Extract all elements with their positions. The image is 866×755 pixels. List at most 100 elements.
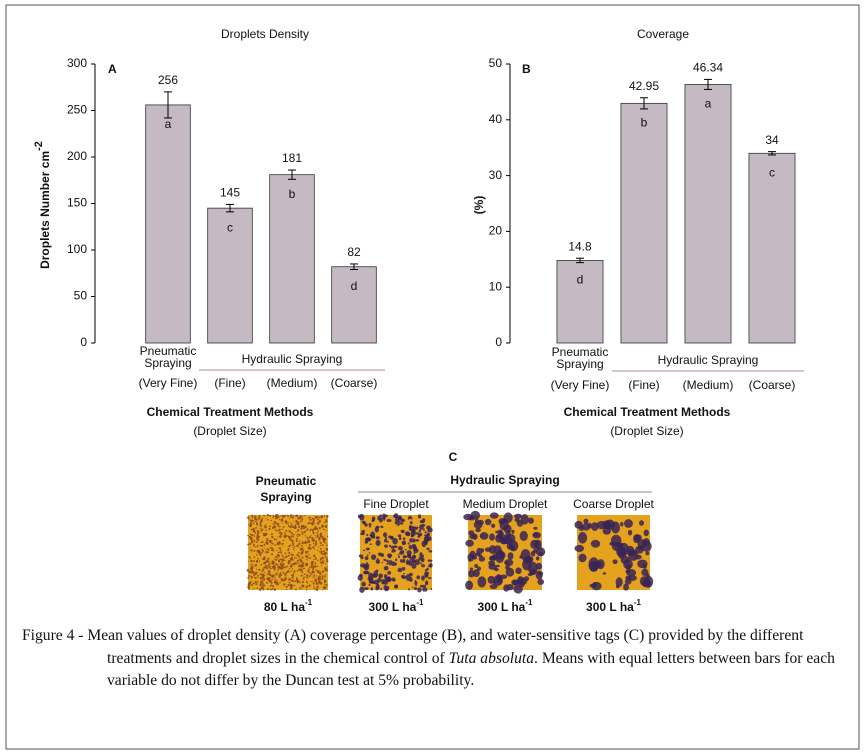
droplet-stain bbox=[281, 535, 282, 536]
droplet-stain bbox=[269, 581, 270, 582]
droplet-stain bbox=[596, 521, 607, 529]
droplet-stain bbox=[385, 577, 390, 582]
droplet-stain bbox=[288, 552, 290, 554]
droplet-stain bbox=[290, 516, 292, 518]
droplet-stain bbox=[489, 533, 495, 540]
droplet-stain bbox=[253, 528, 256, 530]
droplet-stain bbox=[275, 559, 276, 560]
droplet-stain bbox=[277, 542, 279, 545]
droplet-stain bbox=[286, 553, 287, 554]
droplet-stain bbox=[539, 552, 544, 556]
droplet-stain bbox=[253, 522, 255, 524]
droplet-stain bbox=[262, 588, 264, 589]
droplet-stain bbox=[292, 543, 294, 545]
droplet-stain bbox=[494, 545, 502, 554]
droplet-stain bbox=[313, 542, 314, 544]
droplet-stain bbox=[285, 577, 287, 579]
letter-label: d bbox=[577, 273, 584, 287]
droplet-stain bbox=[520, 531, 528, 541]
droplet-stain bbox=[412, 529, 415, 533]
droplet-stain bbox=[468, 530, 474, 535]
droplet-stain bbox=[470, 551, 476, 559]
droplet-stain bbox=[266, 542, 267, 543]
droplet-stain bbox=[321, 515, 323, 518]
droplet-stain bbox=[280, 515, 282, 516]
rate-label: 300 L ha-1 bbox=[478, 598, 533, 614]
droplet-stain bbox=[250, 543, 251, 545]
droplet-stain bbox=[280, 549, 281, 551]
droplet-stain bbox=[299, 587, 301, 589]
droplet-stain bbox=[294, 557, 295, 559]
droplet-stain bbox=[388, 560, 392, 565]
droplet-stain bbox=[281, 558, 283, 561]
droplet-stain bbox=[284, 579, 285, 580]
caption-species: Tuta absoluta bbox=[449, 650, 534, 667]
droplet-stain bbox=[324, 575, 326, 577]
droplet-stain bbox=[257, 536, 260, 538]
droplet-stain bbox=[280, 551, 281, 552]
droplet-stain bbox=[514, 514, 522, 519]
droplet-stain bbox=[306, 538, 307, 539]
droplet-stain bbox=[265, 517, 266, 518]
droplet-stain bbox=[322, 536, 323, 537]
droplet-stain bbox=[295, 570, 296, 571]
droplet-stain bbox=[254, 588, 255, 589]
droplet-stain bbox=[297, 560, 299, 562]
droplet-stain bbox=[293, 560, 295, 561]
droplet-stain bbox=[394, 563, 396, 566]
droplet-stain bbox=[425, 583, 428, 585]
droplet-stain bbox=[311, 522, 314, 525]
droplet-stain bbox=[269, 515, 271, 517]
droplet-stain bbox=[256, 560, 259, 563]
droplet-stain bbox=[279, 582, 280, 584]
droplet-stain bbox=[645, 551, 649, 555]
droplet-stain bbox=[257, 577, 258, 578]
droplet-stain bbox=[305, 535, 306, 536]
droplet-stain bbox=[477, 566, 481, 570]
droplet-stain bbox=[250, 557, 251, 559]
droplet-stain bbox=[316, 582, 318, 584]
droplet-stain bbox=[276, 581, 277, 583]
card-title: Coarse Droplet bbox=[573, 497, 654, 511]
droplet-stain bbox=[426, 525, 431, 529]
droplet-stain bbox=[419, 553, 422, 557]
droplet-stain bbox=[292, 534, 294, 536]
droplet-stain bbox=[375, 540, 380, 546]
droplet-stain bbox=[310, 547, 312, 550]
droplet-stain bbox=[277, 523, 279, 525]
droplet-stain bbox=[313, 571, 315, 573]
droplet-stain bbox=[273, 567, 275, 570]
droplet-stain bbox=[305, 530, 307, 531]
droplet-stain bbox=[295, 521, 297, 523]
droplet-stain bbox=[365, 556, 369, 560]
droplet-stain bbox=[290, 586, 293, 589]
droplet-stain bbox=[521, 549, 531, 560]
droplet-stain bbox=[274, 538, 276, 540]
droplet-stain bbox=[251, 551, 252, 552]
droplet-stain bbox=[418, 514, 421, 518]
droplet-stain bbox=[249, 536, 251, 538]
droplet-stain bbox=[302, 533, 304, 535]
droplet-stain bbox=[298, 542, 300, 545]
droplet-stain bbox=[268, 561, 270, 563]
droplet-stain bbox=[320, 574, 322, 575]
x-axis-sublabel: (Droplet Size) bbox=[610, 424, 683, 438]
droplet-stain bbox=[319, 517, 321, 519]
droplet-stain bbox=[310, 573, 312, 575]
droplet-stain bbox=[524, 576, 529, 581]
droplet-stain bbox=[260, 520, 262, 523]
droplet-stain bbox=[274, 559, 275, 560]
x-tick-label: (Fine) bbox=[628, 378, 659, 392]
droplet-stain bbox=[322, 538, 324, 540]
droplet-stain bbox=[409, 525, 412, 529]
droplet-stain bbox=[257, 574, 259, 576]
droplet-stain bbox=[302, 585, 304, 587]
droplet-stain bbox=[414, 587, 417, 590]
droplet-stain bbox=[315, 543, 317, 546]
droplet-stain bbox=[298, 518, 300, 520]
rate-label: 300 L ha-1 bbox=[586, 598, 641, 614]
droplet-stain bbox=[326, 558, 328, 560]
droplet-stain bbox=[280, 534, 282, 535]
droplet-stain bbox=[323, 529, 325, 530]
droplet-stain bbox=[390, 536, 393, 540]
